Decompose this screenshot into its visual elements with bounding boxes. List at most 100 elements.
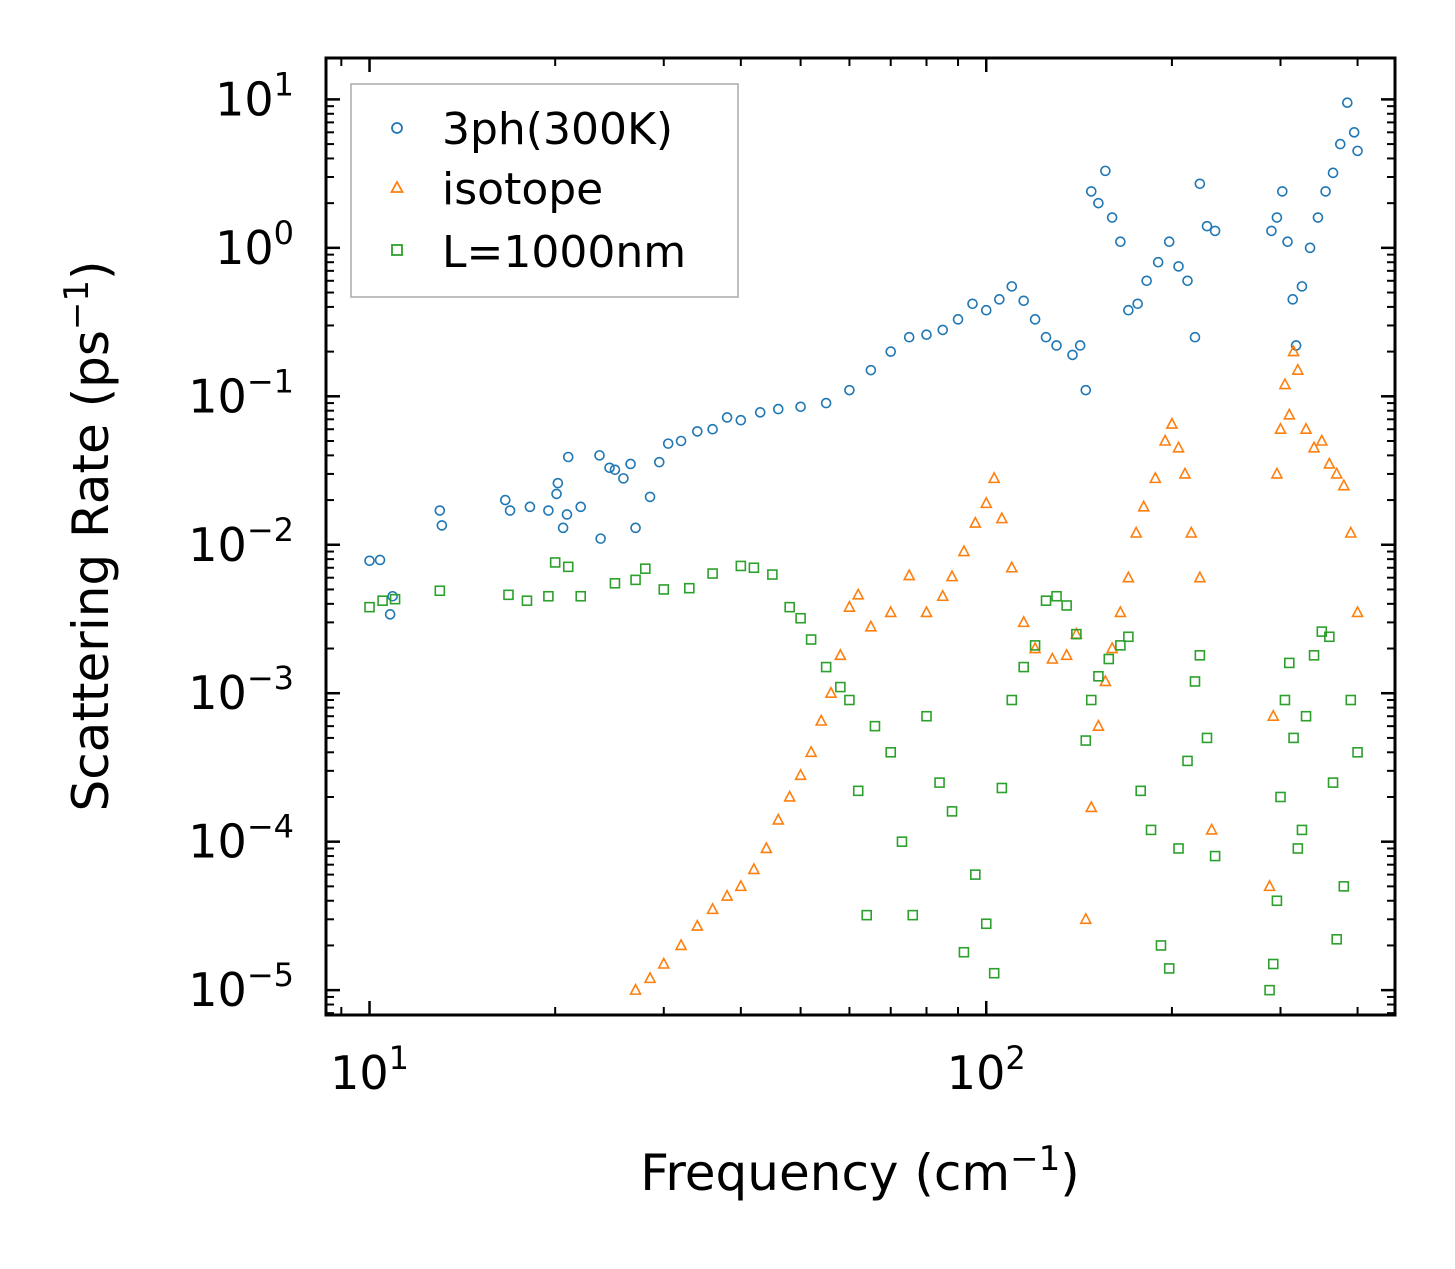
x-tick-label: 102 <box>947 1039 1026 1100</box>
legend-item-l1000nm: L=1000nm <box>391 227 686 278</box>
data-point <box>674 938 688 951</box>
data-point <box>384 609 396 620</box>
legend-marker-square-icon <box>391 244 403 256</box>
data-point <box>594 450 605 461</box>
data-points <box>364 97 1364 996</box>
data-point <box>1149 471 1162 484</box>
data-point <box>1287 344 1300 357</box>
data-point <box>844 694 855 706</box>
data-point <box>1182 275 1193 287</box>
data-point <box>1315 433 1329 446</box>
data-point <box>504 505 516 516</box>
data-point <box>1093 671 1104 682</box>
data-point <box>952 314 964 325</box>
data-point <box>835 681 846 693</box>
data-point <box>1040 595 1052 606</box>
data-point <box>657 956 671 969</box>
data-point <box>934 777 945 788</box>
data-point <box>653 456 665 468</box>
data-point <box>735 560 747 572</box>
data-point <box>804 745 818 758</box>
data-point <box>903 331 915 343</box>
data-point <box>1201 220 1213 232</box>
data-point <box>1092 718 1105 731</box>
data-point <box>1345 694 1357 706</box>
data-point <box>551 488 562 500</box>
data-point <box>1061 600 1072 611</box>
data-point <box>907 909 919 921</box>
data-point <box>921 710 932 722</box>
data-point <box>1352 746 1363 758</box>
data-point <box>1296 824 1308 836</box>
data-point <box>979 496 993 509</box>
data-point <box>629 982 642 995</box>
data-point <box>794 768 807 781</box>
data-point <box>834 648 847 661</box>
data-point <box>1115 640 1126 651</box>
data-point <box>1209 225 1221 237</box>
data-point <box>869 720 881 732</box>
data-point <box>1209 850 1221 862</box>
data-point <box>374 554 386 566</box>
data-point <box>1103 653 1115 665</box>
data-point <box>1263 879 1276 892</box>
data-point <box>1123 631 1134 643</box>
data-point <box>1334 138 1346 150</box>
data-point <box>561 509 573 520</box>
data-point <box>1093 197 1104 209</box>
axis-ticks: 101 102 101 100 10−1 10−2 10−3 10−4 10−5 <box>188 58 1395 1100</box>
data-point <box>1106 212 1118 223</box>
series-1 <box>629 344 1364 995</box>
data-point <box>684 582 695 594</box>
data-point <box>1288 732 1299 744</box>
data-point <box>1145 824 1157 836</box>
data-point <box>1123 304 1134 316</box>
data-point <box>1029 640 1041 651</box>
legend-item-3ph: 3ph(300K) <box>391 104 673 155</box>
data-point <box>958 946 970 958</box>
data-point <box>692 426 703 437</box>
data-point <box>921 329 932 340</box>
data-point <box>562 451 574 463</box>
y-axis-label: Scattering Rate (ps−1) <box>57 260 120 811</box>
data-point <box>1270 466 1284 479</box>
data-point <box>1080 735 1092 746</box>
data-point <box>630 574 641 586</box>
x-axis-label: Frequency (cm−1) <box>640 1139 1080 1202</box>
data-point <box>1267 958 1279 970</box>
data-point <box>1114 605 1127 618</box>
data-point <box>735 414 747 426</box>
data-point <box>946 806 958 817</box>
data-point <box>1017 615 1031 628</box>
data-point <box>1266 225 1277 237</box>
data-point <box>1178 466 1192 479</box>
data-point <box>795 401 806 413</box>
data-point <box>995 511 1009 524</box>
data-point <box>1163 236 1175 247</box>
data-point <box>1080 384 1092 396</box>
data-point <box>503 589 514 601</box>
data-point <box>1079 912 1093 925</box>
data-point <box>575 501 587 513</box>
data-point <box>1307 440 1321 453</box>
y-tick-label: 10−2 <box>188 511 294 572</box>
data-point <box>1296 281 1308 292</box>
data-point <box>1324 631 1335 643</box>
data-point <box>1331 933 1342 945</box>
y-tick-label: 100 <box>215 214 294 275</box>
y-tick-label: 10−1 <box>188 362 294 423</box>
data-point <box>1205 822 1218 835</box>
data-point <box>1274 422 1287 435</box>
data-point <box>625 458 636 470</box>
data-point <box>814 713 828 726</box>
data-point <box>721 412 733 423</box>
data-point <box>1352 145 1363 157</box>
data-point <box>630 522 641 534</box>
legend-label: 3ph(300K) <box>442 104 673 155</box>
data-point <box>377 595 388 606</box>
data-point <box>1338 881 1350 892</box>
legend-item-isotope: isotope <box>389 164 603 215</box>
data-point <box>844 384 855 396</box>
data-point <box>1005 560 1019 573</box>
